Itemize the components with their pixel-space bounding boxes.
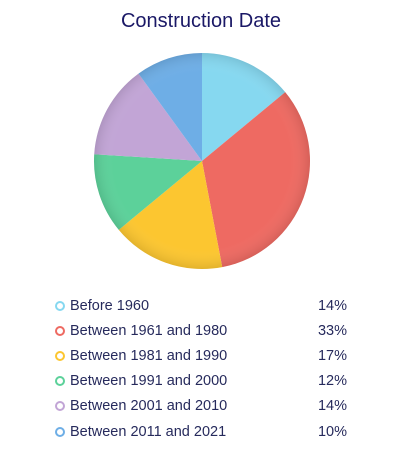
legend-marker-icon (55, 426, 65, 437)
legend-label: Between 1991 and 2000 (70, 373, 228, 390)
legend-marker-icon (55, 300, 65, 311)
legend-marker-icon (55, 325, 65, 336)
legend-label: Between 1981 and 1990 (70, 347, 228, 364)
legend-label: Before 1960 (70, 297, 150, 314)
legend-value: 14% (317, 398, 347, 415)
legend-item: Between 1991 and 2000 12% (55, 369, 347, 394)
legend-item: Between 2011 and 2021 10% (55, 419, 347, 444)
legend-item: Between 1961 and 1980 33% (55, 318, 347, 343)
legend-marker-icon (55, 350, 65, 361)
legend: Before 1960 14% Between 1961 and 1980 33% Be… (55, 293, 347, 444)
legend-item: Before 1960 14% (55, 293, 347, 318)
legend-value: 12% (317, 373, 347, 390)
legend-label: Between 2011 and 2021 (70, 423, 227, 440)
legend-marker-icon (55, 376, 65, 387)
legend-item: Between 2001 and 2010 14% (55, 394, 347, 419)
legend-marker-icon (55, 401, 65, 412)
legend-value: 33% (317, 322, 347, 339)
pie-chart (93, 53, 311, 270)
legend-item: Between 1981 and 1990 17% (55, 343, 347, 368)
legend-value: 10% (317, 423, 347, 440)
chart-title: Construction Date (120, 10, 282, 32)
legend-value: 17% (317, 347, 347, 364)
legend-label: Between 1961 and 1980 (70, 322, 228, 339)
legend-label: Between 2001 and 2010 (70, 398, 228, 415)
legend-value: 14% (317, 297, 347, 314)
